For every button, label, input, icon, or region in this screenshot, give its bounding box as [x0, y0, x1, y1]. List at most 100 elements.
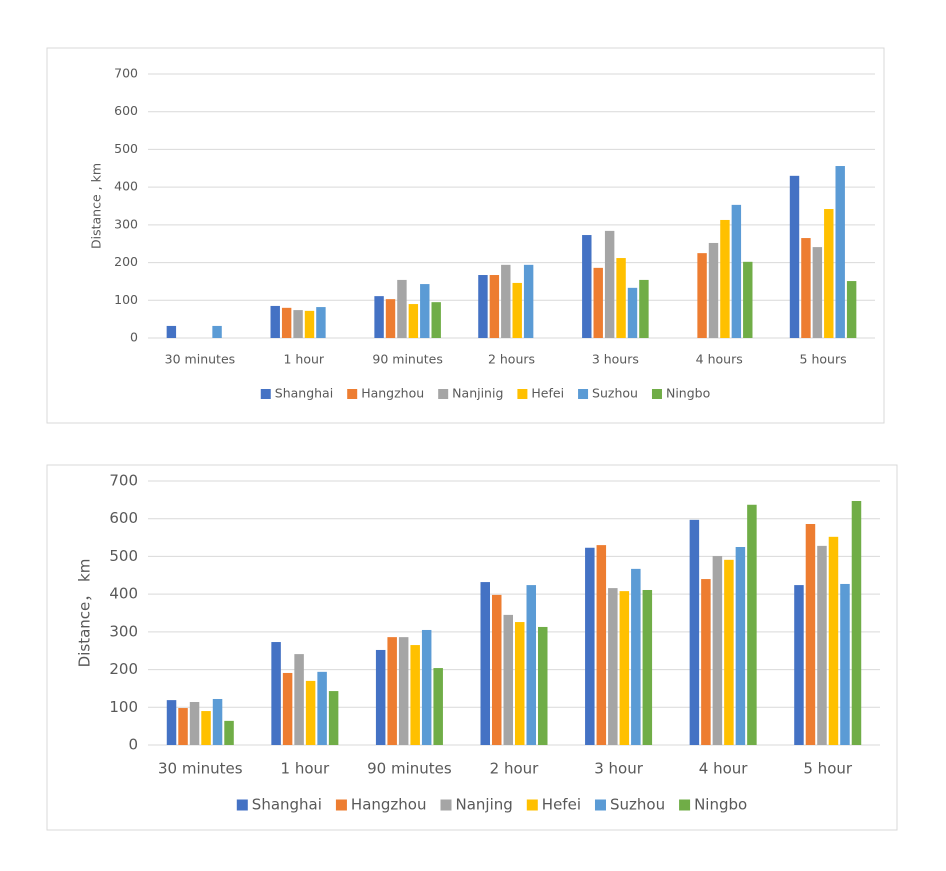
bar [281, 307, 292, 338]
bar [817, 545, 827, 745]
bar [538, 626, 548, 745]
x-tick-label: 1 hour [284, 352, 325, 367]
bar [489, 275, 500, 338]
bar [212, 698, 223, 745]
bar [701, 579, 711, 745]
bar [478, 275, 488, 338]
bar [305, 680, 316, 745]
legend-label: Nanjing [456, 796, 513, 814]
bar [293, 310, 303, 338]
bar [789, 175, 800, 338]
bar [835, 166, 845, 338]
bar [627, 287, 638, 338]
bar [735, 547, 746, 745]
x-tick-label: 30 minutes [158, 760, 243, 778]
x-tick-label: 5 hour [803, 760, 853, 778]
bar [689, 519, 700, 745]
bar [385, 299, 396, 338]
y-tick-label: 0 [128, 736, 138, 754]
x-tick-label: 3 hours [592, 352, 639, 367]
y-tick-label: 200 [109, 660, 138, 678]
y-tick-label: 600 [109, 509, 138, 527]
bar [708, 242, 719, 338]
legend-label: Shanghai [275, 386, 333, 401]
x-tick-label: 4 hour [699, 760, 749, 778]
bar [724, 559, 734, 745]
y-tick-label: 400 [114, 179, 138, 194]
bar [720, 219, 730, 338]
bar [526, 585, 537, 745]
bar [420, 284, 430, 338]
bar [812, 247, 823, 338]
legend-label: Hangzhou [361, 386, 424, 401]
bar [747, 504, 757, 745]
bar [328, 691, 339, 745]
bar [503, 614, 513, 745]
bar [840, 583, 850, 745]
bar [317, 671, 327, 745]
bar [178, 708, 188, 745]
y-tick-label: 400 [109, 585, 138, 603]
legend-swatch [578, 389, 589, 399]
chart: 0 100 200 300 400 500 600 700 Distance , km 30 mi… [46, 47, 885, 424]
bar [480, 582, 490, 745]
bar [501, 264, 511, 338]
bar [828, 536, 839, 745]
y-tick-label: 200 [114, 254, 138, 269]
legend-swatch [526, 799, 538, 811]
bar [491, 594, 502, 745]
bar [851, 500, 862, 745]
bar [398, 637, 409, 745]
bar [743, 261, 753, 338]
legend-swatch [347, 389, 358, 399]
bar [608, 588, 618, 745]
bar [642, 589, 653, 745]
bar [604, 230, 615, 338]
bar [596, 545, 607, 745]
bar [731, 204, 742, 338]
y-axis-label: Distance， km [76, 559, 94, 668]
bar [397, 279, 407, 338]
bar [201, 711, 211, 745]
bar [616, 258, 626, 338]
bar [421, 629, 432, 745]
legend-label: Hefei [542, 796, 581, 814]
bar [166, 325, 177, 338]
bar [712, 556, 723, 745]
chart-frame [46, 47, 885, 424]
x-tick-label: 5 hours [800, 352, 847, 367]
bar [212, 325, 222, 338]
bar [639, 279, 649, 338]
legend-swatch [440, 799, 452, 811]
legend-label: Suzhou [592, 386, 638, 401]
legend-label: Shanghai [252, 796, 322, 814]
legend-swatch [335, 799, 347, 811]
y-tick-label: 500 [114, 141, 138, 156]
x-tick-label: 90 minutes [372, 352, 442, 367]
x-tick-label: 3 hour [594, 760, 644, 778]
legend-swatch [236, 799, 248, 811]
bar [582, 235, 592, 338]
bar [387, 637, 397, 745]
legend-label: Hangzhou [351, 796, 427, 814]
bar [189, 702, 200, 745]
bar [794, 585, 804, 745]
bar [271, 642, 281, 745]
bar [523, 264, 534, 338]
y-tick-label: 500 [109, 547, 138, 565]
bar [282, 672, 293, 745]
bar [512, 282, 522, 338]
bar [433, 668, 443, 745]
y-tick-label: 100 [114, 292, 138, 307]
bar [304, 310, 315, 338]
bar [316, 307, 326, 338]
bar [805, 523, 816, 745]
bar [224, 720, 234, 745]
y-tick-label: 700 [114, 66, 138, 81]
bar [515, 622, 525, 745]
y-axis-label: Distance , km [89, 163, 104, 249]
x-tick-label: 1 hour [281, 760, 331, 778]
x-tick-label: 30 minutes [165, 352, 235, 367]
y-tick-label: 600 [114, 103, 138, 118]
bar [408, 304, 419, 338]
